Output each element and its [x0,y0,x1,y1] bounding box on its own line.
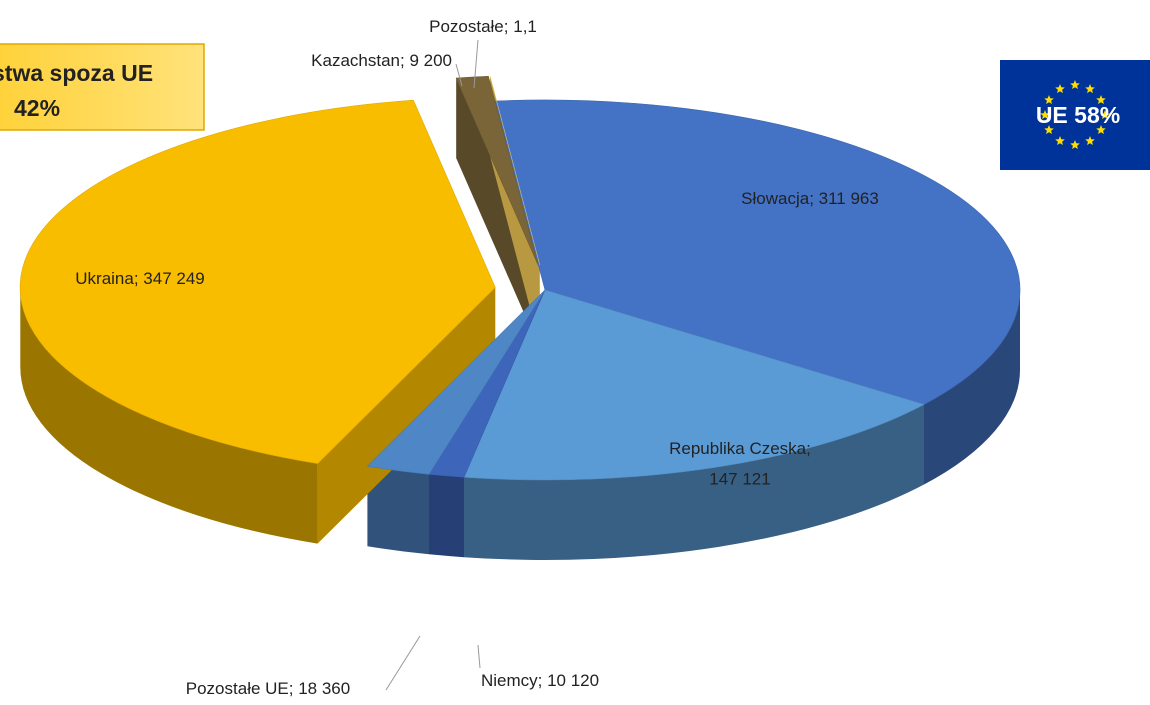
eu-star [1085,84,1095,94]
slice-side [367,466,429,555]
eu-badge: UE 58% [1036,102,1120,128]
eu-star [1085,136,1095,145]
non-eu-box [0,43,205,131]
label-separator: ; [538,671,547,690]
slice-face [456,78,539,346]
slice [494,99,1021,405]
eu-star [1044,125,1054,134]
data-label: Ukraina; 347 249 [75,269,205,288]
value-label: 347 249 [143,269,204,288]
leader-line [473,39,479,89]
slice-side [924,290,1020,485]
eu-flag [1000,60,1150,170]
non-eu-share: 42% [14,95,60,121]
pie [19,75,1021,560]
data-label: Pozostałe UE; 18 360 [186,679,350,698]
leader-line [477,644,481,669]
category-label: Ukraina [75,269,134,288]
slice [19,99,496,464]
value-label: 1,1 [513,17,537,36]
slice [366,289,546,475]
eu-star [1100,110,1110,119]
value-label: 10 120 [547,671,599,690]
label-separator: ; [400,51,409,70]
label-separator: ; [809,189,818,208]
data-label: Pozostałe; 1,1 [429,17,537,36]
category-label: Pozostałe [429,17,504,36]
category-label: Pozostałe UE [186,679,289,698]
eu-star [1096,125,1106,134]
category-label: Niemcy [481,671,538,690]
value-label: 9 200 [409,51,452,70]
labels: Słowacja; 311 963 Republika Czeska; 147 1… [75,17,879,698]
slice-face [317,287,496,544]
label-separator: ; [289,679,298,698]
data-label: 147 121 [709,469,770,488]
eu-star [1070,80,1080,89]
data-label: Niemcy; 10 120 [481,671,599,690]
leader-line [455,63,463,87]
eu-star [1055,136,1065,145]
value-label: 311 963 [819,189,879,208]
data-label: Republika Czeska; [669,439,811,458]
eu-star [1096,95,1106,104]
non-eu-title: stwa spoza UE [0,60,153,86]
data-label: Kazachstan; 9 200 [311,51,452,70]
slice-side [464,404,924,560]
category-label: Republika Czeska [669,439,807,458]
category-label: Kazachstan [311,51,400,70]
slice-side [429,474,464,558]
data-label: Słowacja; 311 963 [741,189,879,208]
eu-star [1055,84,1065,94]
eu-star [1044,95,1054,104]
slice [489,76,541,266]
slice-side [20,287,318,544]
label-separator: ; [134,269,143,288]
label-separator: ; [504,17,513,36]
label-separator: ; [806,439,811,458]
category-label: Słowacja [741,189,810,208]
leader-line [385,635,421,691]
value-label: 18 360 [298,679,350,698]
eu-star [1070,140,1080,149]
eu-star [1040,110,1050,119]
eu-stars [1040,80,1110,149]
slice [455,75,539,266]
slice [463,289,925,481]
